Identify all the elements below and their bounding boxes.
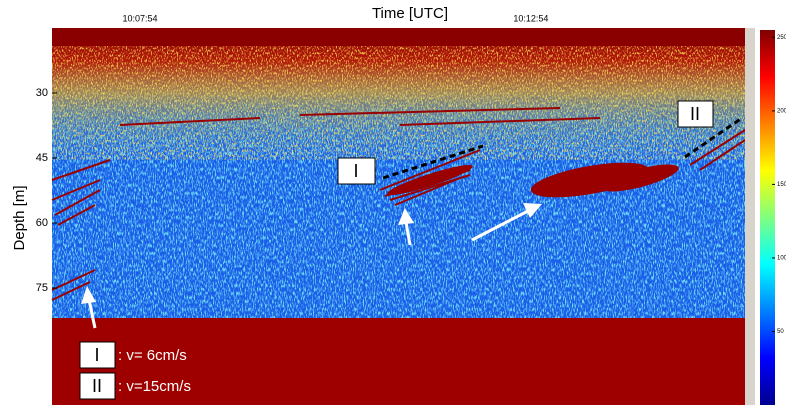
marker-label: I (353, 161, 358, 181)
y-tick-label: 75 (36, 282, 48, 294)
y-axis-title: Depth [m] (11, 185, 28, 250)
x-tick-label: 10:07:54 (122, 13, 157, 23)
y-tick-label: 45 (36, 152, 48, 164)
legend-text: : v=15cm/s (118, 378, 191, 395)
figure: Time [UTC] Depth [m] I II I : v= 6cm/s I… (0, 0, 786, 412)
colorbar-tick-label: 150 (777, 182, 786, 188)
legend-symbol: II (92, 376, 102, 396)
colorbar-tick-label: 200 (777, 108, 786, 114)
marker-label: II (690, 104, 700, 124)
y-tick-label: 60 (36, 217, 48, 229)
x-axis-title: Time [UTC] (372, 5, 448, 22)
colorbar (760, 30, 775, 405)
x-tick-label: 10:12:54 (513, 13, 548, 23)
y-tick-label: 30 (36, 87, 48, 99)
colorbar-tick-label: 250 (777, 35, 786, 41)
colorbar-tick-label: 100 (777, 256, 786, 262)
colorbar-gap (745, 28, 755, 405)
colorbar-tick-label: 50 (777, 329, 784, 335)
legend-text: : v= 6cm/s (118, 347, 187, 364)
legend-symbol: I (94, 345, 99, 365)
